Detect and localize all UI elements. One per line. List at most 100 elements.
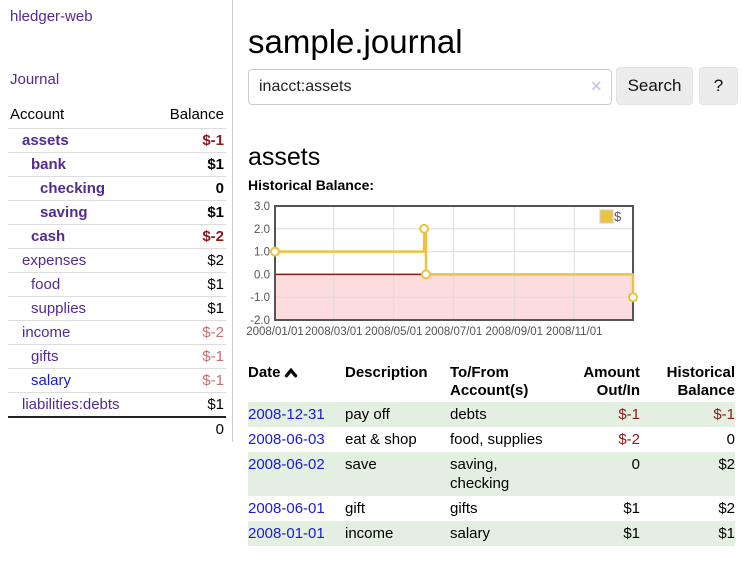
register-description-cell: eat & shop [345,431,417,448]
account-balance: 0 [151,176,226,201]
register-date-cell: 2008-01-01 [248,521,345,546]
account-balance: $-1 [151,344,226,369]
register-balance-cell: 0 [726,431,735,448]
sort-asc-icon [284,365,298,383]
search-button[interactable]: Search [616,67,693,105]
account-row: income $-2 [8,320,226,345]
account-row: checking 0 [8,176,226,201]
register-header-row: Date Description To/From Account(s) Amou… [248,364,735,402]
account-name-cell: salary [8,368,152,393]
account-link[interactable]: liabilities:debts [22,396,120,413]
account-link[interactable]: income [22,324,71,341]
account-link[interactable]: salary [31,372,72,389]
register-description-cell: income [345,525,394,542]
account-name-cell: income [8,320,152,345]
register-amount-cell: 0 [631,456,640,473]
register-table: Date Description To/From Account(s) Amou… [248,364,735,546]
account-balance: $1 [151,392,226,418]
account-row: cash $-2 [8,224,226,249]
accounts-total-value: 0 [151,416,226,441]
account-name-cell: checking [8,176,152,201]
svg-text:-1.0: -1.0 [250,292,270,304]
help-button[interactable]: ? [699,67,738,105]
accounts-table: Account Balance assets $-1 bank $1 checking 0… [8,103,226,441]
sidebar-item-journal[interactable]: Journal [10,71,60,88]
transaction-date-link[interactable]: 2008-01-01 [248,525,325,542]
register-header-description: Description [345,364,428,381]
register-accounts-cell: salary [450,525,491,542]
register-accounts-cell: saving, checking [450,456,510,492]
account-link[interactable]: assets [22,132,69,149]
account-row: assets $-1 [8,128,226,153]
account-link[interactable]: expenses [22,252,87,269]
account-row: expenses $2 [8,248,226,273]
transaction-date-link[interactable]: 2008-12-31 [248,406,325,423]
account-name-cell: bank [8,152,152,177]
account-name-cell: cash [8,224,152,249]
account-name-cell: gifts [8,344,152,369]
accounts-header-balance: Balance [151,103,226,129]
register-description-cell: gift [345,500,366,517]
account-link[interactable]: gifts [31,348,59,365]
svg-text:2008/11/01: 2008/11/01 [546,326,603,338]
svg-text:2008/05/01: 2008/05/01 [365,326,423,338]
account-balance: $-2 [151,224,226,249]
register-row: 2008-12-31 pay off debts $-1 $-1 [248,402,735,427]
register-amount-cell: $1 [623,500,640,517]
transaction-date-link[interactable]: 2008-06-03 [248,431,325,448]
accounts-header-account: Account [8,103,152,129]
brand-link[interactable]: hledger-web [10,8,93,25]
account-link[interactable]: saving [40,204,88,221]
register-header-accounts: To/From Account(s) [450,364,529,399]
register-row: 2008-01-01 income salary $1 $1 [248,521,735,546]
register-description-cell: pay off [345,406,390,423]
account-link[interactable]: checking [40,180,106,197]
account-name-cell: saving [8,200,152,225]
account-name-cell: supplies [8,296,152,321]
page-title: sample.journal [248,23,463,61]
transaction-date-link[interactable]: 2008-06-01 [248,500,325,517]
register-row: 2008-06-03 eat & shop food, supplies $-2 0 [248,427,735,452]
search-input[interactable] [248,69,612,105]
account-link[interactable]: food [31,276,61,293]
account-balance: $2 [151,248,226,273]
clear-search-icon[interactable]: × [591,76,602,96]
register-balance-cell: $2 [718,456,735,473]
historical-balance-chart: $3.0 2.0 1.0 0.0 -1.0 -2.0 2008/01/01 2008/03/0… [245,200,645,346]
sidebar: hledger-web Journal Account Balance asse… [0,0,233,442]
register-row: 2008-06-02 save saving, checking 0 $2 [248,452,735,496]
svg-text:$: $ [614,209,622,224]
register-date-cell: 2008-12-31 [248,402,345,427]
register-amount-cell: $-2 [618,431,640,448]
svg-text:2008/01/01: 2008/01/01 [246,326,304,338]
account-link[interactable]: cash [31,228,66,245]
register-header-amount: Amount Out/In [583,364,640,399]
account-link[interactable]: bank [31,156,67,173]
register-balance-cell: $-1 [713,406,735,423]
svg-text:-2.0: -2.0 [250,315,270,327]
accounts-total-row: 0 [8,416,226,441]
account-balance: $1 [151,296,226,321]
svg-text:1.0: 1.0 [254,247,270,259]
account-link[interactable]: supplies [31,300,87,317]
account-balance: $1 [151,200,226,225]
register-amount-cell: $1 [623,525,640,542]
register-accounts-cell: debts [450,406,487,423]
svg-text:2008/07/01: 2008/07/01 [425,326,483,338]
account-name-cell: assets [8,128,152,153]
account-balance: $-1 [151,128,226,153]
account-name-cell: food [8,272,152,297]
register-balance-cell: $2 [718,500,735,517]
transaction-date-link[interactable]: 2008-06-02 [248,456,325,473]
account-name-cell: expenses [8,248,152,273]
register-accounts-cell: food, supplies [450,431,543,448]
svg-text:2.0: 2.0 [254,224,270,236]
svg-text:0.0: 0.0 [254,269,270,281]
register-date-cell: 2008-06-01 [248,496,345,521]
accounts-header-row: Account Balance [8,103,226,129]
account-title: assets [248,142,321,171]
svg-text:3.0: 3.0 [254,201,270,213]
svg-text:2008/09/01: 2008/09/01 [486,326,544,338]
